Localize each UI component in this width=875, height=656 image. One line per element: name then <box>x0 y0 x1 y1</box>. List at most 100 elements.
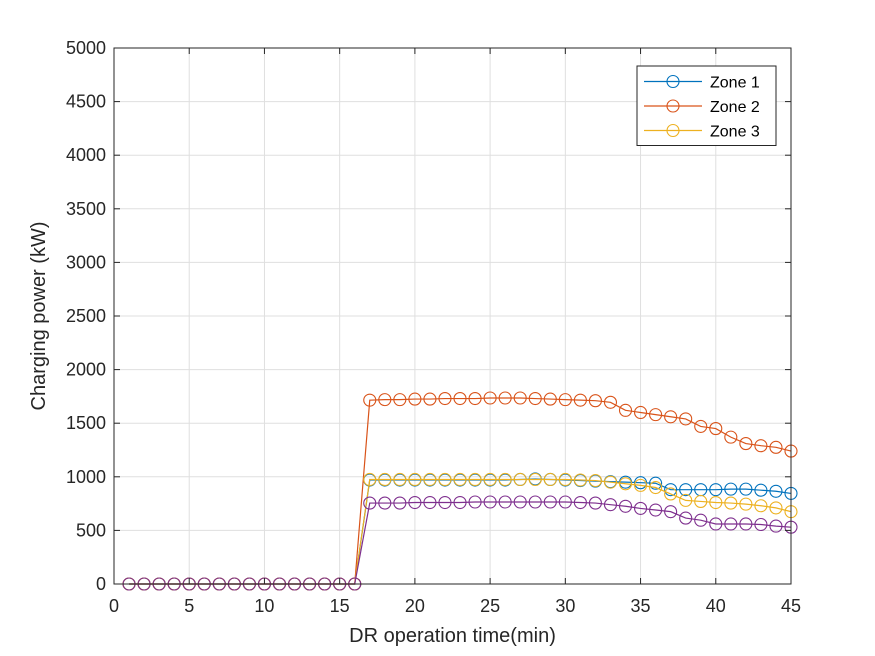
data-point <box>603 395 618 409</box>
legend: Zone 1 Zone 2 Zone 3 <box>636 65 777 146</box>
data-point <box>634 501 648 515</box>
data-point <box>513 495 527 509</box>
data-point <box>739 482 753 496</box>
data-point <box>558 495 572 509</box>
legend-label: Zone 3 <box>710 124 760 141</box>
data-point <box>573 473 587 487</box>
x-axis-label: DR operation time(min) <box>349 625 556 647</box>
data-point <box>664 487 678 501</box>
y-tick-label: 2000 <box>66 360 106 380</box>
data-point <box>483 472 497 487</box>
data-point <box>649 408 663 422</box>
data-point <box>679 511 693 525</box>
data-point <box>664 505 678 519</box>
y-tick-label: 4000 <box>66 145 106 165</box>
x-tick-label: 25 <box>480 596 500 616</box>
data-point <box>468 472 482 487</box>
legend-label: Zone 1 <box>710 75 760 92</box>
y-tick-label: 3500 <box>66 199 106 219</box>
data-point <box>769 519 783 533</box>
data-point <box>634 476 648 490</box>
data-point <box>618 477 633 491</box>
legend-marker <box>666 74 680 89</box>
data-point <box>378 496 392 510</box>
y-tick-label: 2500 <box>66 306 106 326</box>
data-point <box>754 499 768 513</box>
axis-ticks: 0 5 10 15 20 25 30 35 40 45 0 500 1000 1500 2000 2500 30… <box>66 38 801 616</box>
data-point <box>694 494 708 509</box>
data-point <box>724 517 738 531</box>
data-point <box>558 472 572 487</box>
x-tick-label: 40 <box>706 596 726 616</box>
data-point <box>393 393 407 407</box>
x-tick-label: 30 <box>555 596 575 616</box>
data-point <box>679 483 693 497</box>
data-point <box>543 392 557 406</box>
data-point <box>363 393 377 407</box>
data-point <box>709 517 723 531</box>
data-point <box>453 495 467 510</box>
x-tick-label: 35 <box>631 596 651 616</box>
data-point <box>618 403 633 417</box>
data-point <box>513 391 527 405</box>
data-point <box>603 475 618 489</box>
data-point <box>634 405 648 420</box>
y-tick-label: 500 <box>76 520 106 540</box>
data-point <box>603 498 618 512</box>
data-point <box>528 495 542 509</box>
legend-marker <box>666 123 680 138</box>
data-point <box>378 472 392 487</box>
data-point <box>543 495 557 509</box>
y-axis-label: Charging power (kW) <box>28 222 50 411</box>
data-point <box>498 495 512 509</box>
data-point <box>709 422 723 436</box>
y-tick-label: 5000 <box>66 38 106 58</box>
data-point <box>769 501 783 515</box>
data-point <box>408 495 422 510</box>
data-point <box>769 484 783 498</box>
data-point <box>724 496 738 510</box>
data-point <box>378 393 392 407</box>
data-point <box>453 391 467 406</box>
data-point <box>573 495 587 510</box>
y-tick-label: 1500 <box>66 413 106 433</box>
data-point <box>649 503 663 517</box>
x-tick-label: 10 <box>254 596 274 616</box>
data-point <box>438 472 452 487</box>
data-point <box>393 496 407 510</box>
data-point <box>664 410 678 424</box>
data-point <box>769 440 783 454</box>
data-point <box>664 483 678 497</box>
data-point <box>679 493 693 507</box>
y-tick-label: 1000 <box>66 467 106 487</box>
legend-item: Zone 3 <box>644 124 760 141</box>
grid-lines <box>113 47 792 585</box>
data-point <box>679 412 693 426</box>
data-point <box>453 472 467 487</box>
data-point <box>694 419 708 433</box>
data-point <box>739 517 753 531</box>
y-tick-label: 4500 <box>66 92 106 112</box>
data-point <box>543 472 557 487</box>
data-point <box>408 472 422 487</box>
data-point <box>709 483 723 497</box>
data-point <box>468 391 482 406</box>
data-point <box>423 472 437 487</box>
data-point <box>363 496 377 510</box>
data-point <box>423 392 437 406</box>
y-tick-label: 0 <box>96 574 106 594</box>
data-point <box>709 495 723 510</box>
data-point <box>513 472 527 487</box>
x-tick-label: 15 <box>330 596 350 616</box>
legend-item: Zone 1 <box>644 75 760 92</box>
data-point <box>438 391 452 406</box>
data-point <box>649 480 663 495</box>
data-point <box>498 391 512 405</box>
data-point <box>468 495 482 509</box>
data-point <box>754 483 768 497</box>
x-tick-label: 20 <box>405 596 425 616</box>
data-point <box>498 472 512 487</box>
data-point <box>588 474 602 488</box>
data-point <box>618 499 633 513</box>
